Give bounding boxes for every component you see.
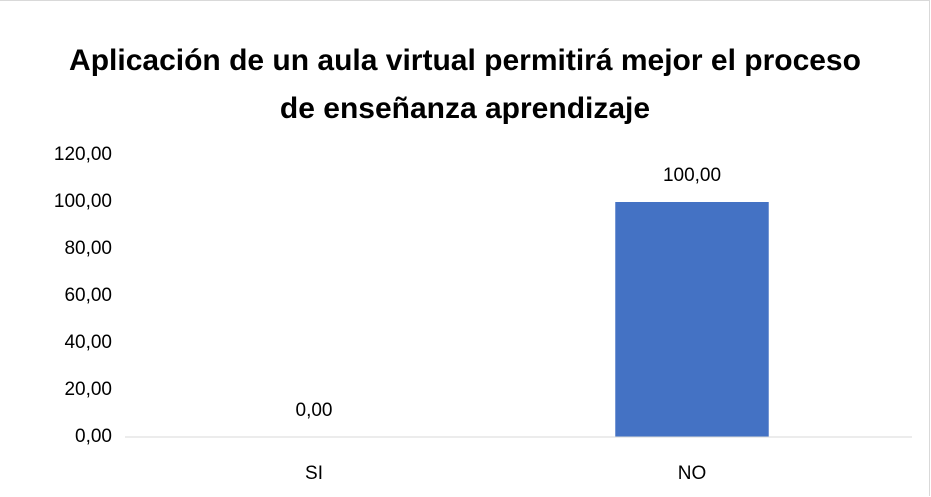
data-label: 0,00	[296, 400, 333, 421]
y-tick-label: 60,00	[64, 285, 112, 306]
chart-title: Aplicación de un aula virtual permitirá …	[69, 44, 861, 125]
x-tick-label: SI	[305, 463, 323, 484]
y-tick-label: 80,00	[64, 238, 112, 259]
x-tick-label: NO	[678, 463, 707, 484]
bar	[615, 202, 769, 437]
y-tick-label: 20,00	[64, 379, 112, 400]
y-tick-label: 100,00	[54, 191, 112, 212]
data-label: 100,00	[663, 165, 721, 186]
y-tick-label: 40,00	[64, 332, 112, 353]
y-tick-label: 120,00	[54, 144, 112, 165]
y-tick-label: 0,00	[75, 426, 112, 447]
